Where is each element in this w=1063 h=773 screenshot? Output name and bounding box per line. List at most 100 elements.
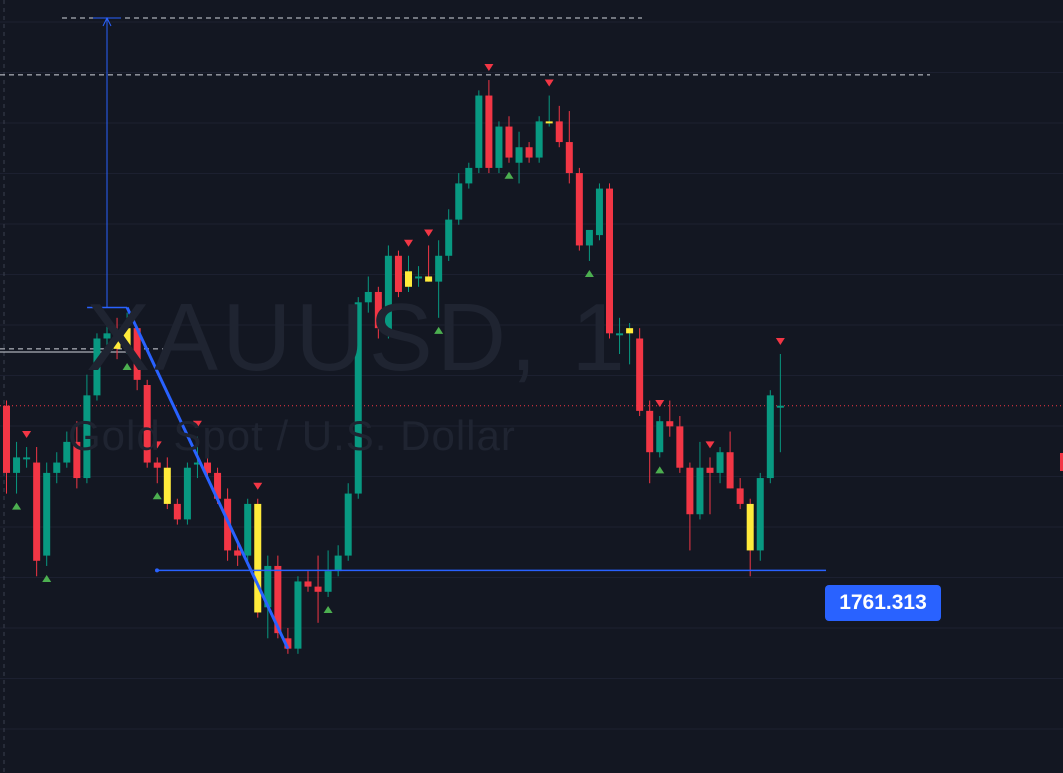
- candle-body: [23, 457, 31, 460]
- sell-signal-marker: [192, 420, 202, 428]
- candle-body: [354, 302, 362, 494]
- candle-body: [384, 255, 392, 334]
- candle-body: [515, 147, 523, 163]
- sell-signal-marker: [152, 441, 162, 449]
- candle-body: [33, 462, 41, 561]
- buy-signal-marker: [42, 574, 52, 582]
- candle-body: [173, 503, 181, 520]
- candle-body: [224, 498, 232, 551]
- candle-body: [555, 121, 563, 143]
- candle-body: [435, 255, 443, 282]
- candle-body: [736, 488, 744, 504]
- candle-body: [455, 183, 463, 220]
- candle-body: [183, 467, 191, 520]
- candle-body: [3, 405, 10, 473]
- candle-body: [485, 95, 493, 168]
- candle-body: [193, 462, 201, 465]
- candle-body: [666, 421, 674, 427]
- sell-signal-marker: [544, 79, 554, 87]
- candle-body: [626, 328, 634, 334]
- candle-body: [535, 121, 543, 158]
- candle-body: [43, 472, 51, 556]
- candle-body: [334, 555, 342, 572]
- candle-body: [143, 385, 151, 463]
- candle-body: [274, 565, 282, 634]
- buy-signal-marker: [584, 269, 594, 277]
- candle-body: [656, 421, 664, 453]
- candle-body: [495, 126, 503, 168]
- measure-arrow: [102, 16, 112, 27]
- horizontal-ray-anchor: [155, 568, 159, 573]
- candle-body: [63, 441, 71, 463]
- candle-body: [676, 426, 684, 468]
- candle-body: [585, 229, 593, 246]
- candle-body: [716, 452, 724, 473]
- buy-signal-marker: [434, 326, 444, 334]
- candle-body: [13, 457, 21, 473]
- candle-body: [294, 581, 302, 649]
- candle-body: [776, 405, 784, 408]
- candle-body: [525, 147, 533, 158]
- candle-body: [83, 395, 91, 479]
- candle-body: [324, 571, 332, 592]
- sell-signal-marker: [655, 400, 665, 408]
- price-label[interactable]: 1761.313: [825, 585, 941, 621]
- candle-body: [646, 410, 654, 453]
- buy-signal-marker: [504, 171, 514, 179]
- candle-body: [706, 467, 714, 473]
- sell-signal-marker: [424, 229, 434, 237]
- candle-body: [163, 467, 171, 504]
- sell-signal-marker: [253, 482, 263, 490]
- buy-signal-marker: [152, 492, 162, 500]
- candle-body: [756, 478, 764, 551]
- candle-body: [445, 219, 453, 256]
- candle-body: [153, 462, 161, 468]
- candle-body: [284, 638, 292, 649]
- candle-body: [93, 338, 101, 396]
- candle-body: [415, 276, 423, 279]
- candle-body: [214, 472, 222, 499]
- candle-body: [405, 271, 412, 287]
- candle-body: [374, 291, 382, 329]
- candle-body: [575, 173, 583, 246]
- candle-body: [616, 333, 624, 336]
- candle-body: [606, 188, 613, 334]
- candle-body: [53, 462, 61, 473]
- candle-body: [113, 333, 121, 349]
- candle-body: [234, 550, 242, 556]
- candle-body: [394, 255, 402, 292]
- trend-line: [125, 306, 290, 650]
- buy-signal-marker: [122, 363, 132, 370]
- candle-body: [304, 581, 312, 587]
- candle-body: [505, 126, 513, 158]
- candle-body: [545, 121, 553, 124]
- candle-body: [264, 565, 272, 608]
- candle-body: [123, 328, 131, 349]
- buy-signal-marker: [12, 502, 22, 510]
- sell-signal-marker: [22, 431, 32, 439]
- candle-body: [254, 503, 262, 613]
- candle-body: [314, 586, 322, 592]
- sell-signal-marker: [705, 441, 715, 449]
- candle-body: [73, 441, 81, 479]
- buy-signal-marker: [323, 605, 333, 613]
- candle-body: [204, 462, 211, 473]
- sell-signal-marker: [775, 338, 785, 345]
- candle-body: [746, 503, 754, 551]
- candle-body: [344, 493, 352, 556]
- candle-body: [364, 291, 372, 303]
- candle-body: [425, 276, 433, 282]
- candle-body: [595, 188, 603, 236]
- candle-body: [465, 167, 473, 184]
- current-price-marker: [1060, 453, 1063, 471]
- candle-body: [565, 142, 573, 174]
- sell-signal-marker: [484, 64, 494, 72]
- candle-body: [103, 333, 111, 339]
- buy-signal-marker: [655, 466, 665, 474]
- candle-body: [244, 503, 252, 556]
- candle-body: [726, 452, 734, 489]
- candle-body: [636, 338, 644, 411]
- sell-signal-marker: [404, 239, 413, 247]
